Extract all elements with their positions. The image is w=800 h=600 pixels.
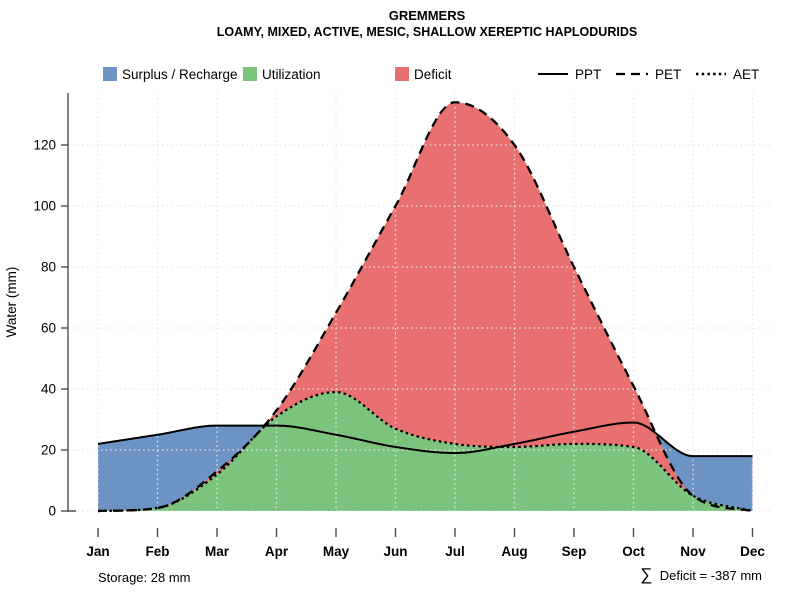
legend-label-pet: PET xyxy=(655,67,681,82)
month-label: Apr xyxy=(265,544,289,559)
legend-label-ppt: PPT xyxy=(575,67,601,82)
legend-label-deficit: Deficit xyxy=(414,67,452,82)
y-tick-label: 100 xyxy=(33,199,56,214)
month-label: Oct xyxy=(622,544,645,559)
month-label: Dec xyxy=(740,544,765,559)
month-label: Jun xyxy=(383,544,407,559)
y-axis-line xyxy=(67,93,76,512)
legend: Surplus / Recharge Utilization Deficit P… xyxy=(103,67,759,82)
legend-label-surplus: Surplus / Recharge xyxy=(122,67,238,82)
axis-layer: 0 20 40 60 80 100 120 Jan Feb Mar Apr May Jun Jul Aug S… xyxy=(33,93,765,559)
month-label: Mar xyxy=(205,544,230,559)
legend-label-utilization: Utilization xyxy=(262,67,321,82)
y-tick-label: 40 xyxy=(41,382,56,397)
deficit-sum-text: Deficit = -387 mm xyxy=(660,568,762,583)
grid-layer xyxy=(68,93,772,512)
storage-annotation: Storage: 28 mm xyxy=(98,570,191,585)
month-label: Sep xyxy=(562,544,587,559)
y-axis-title: Water (mm) xyxy=(4,267,19,338)
legend-swatch-deficit-icon xyxy=(395,67,409,81)
month-label: Jan xyxy=(86,544,109,559)
y-tick-label: 120 xyxy=(33,138,56,153)
deficit-sum-annotation: ∑ Deficit = -387 mm xyxy=(640,565,762,584)
month-label: Nov xyxy=(680,544,706,559)
month-label: Feb xyxy=(145,544,169,559)
y-tick-label: 20 xyxy=(41,443,56,458)
month-label: May xyxy=(323,544,350,559)
legend-swatch-surplus-icon xyxy=(103,67,117,81)
legend-label-aet: AET xyxy=(733,67,759,82)
chart-subtitle: LOAMY, MIXED, ACTIVE, MESIC, SHALLOW XER… xyxy=(217,25,637,39)
sigma-icon: ∑ xyxy=(640,565,652,584)
y-tick-label: 0 xyxy=(48,504,56,519)
curves-layer xyxy=(97,101,753,513)
legend-swatch-utilization-icon xyxy=(243,67,257,81)
aet-line xyxy=(98,390,753,513)
y-tick-label: 60 xyxy=(41,321,56,336)
chart-title: GREMMERS xyxy=(389,8,466,23)
ppt-line xyxy=(97,421,753,458)
month-label: Aug xyxy=(501,544,527,559)
y-tick-label: 80 xyxy=(41,260,56,275)
month-label: Jul xyxy=(445,544,465,559)
deficit-area xyxy=(162,102,693,507)
